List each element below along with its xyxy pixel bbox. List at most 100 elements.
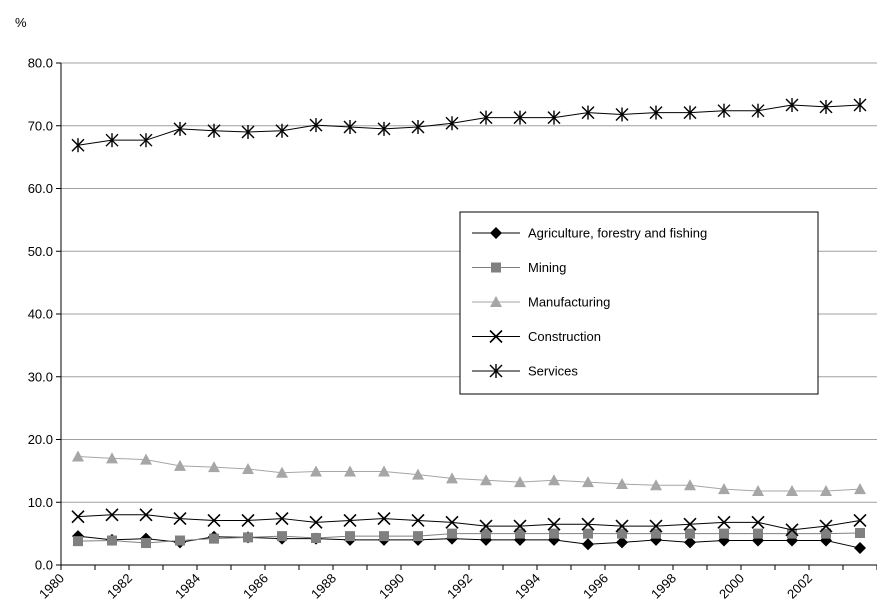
data-point — [275, 511, 289, 526]
data-point — [819, 99, 833, 114]
data-point — [853, 513, 867, 528]
x-tick-label: 2000 — [716, 571, 747, 602]
series-construction — [71, 508, 867, 537]
data-point — [343, 513, 357, 528]
x-tick-label: 1980 — [36, 571, 67, 602]
data-point — [309, 118, 323, 133]
data-point — [787, 528, 797, 539]
data-point — [650, 479, 662, 491]
data-point — [719, 528, 729, 539]
data-point — [717, 515, 731, 529]
legend-item: Construction — [472, 329, 601, 344]
data-point — [649, 105, 663, 120]
x-tick-label: 1982 — [104, 571, 135, 602]
data-point — [207, 123, 221, 138]
y-tick-label: 10.0 — [28, 495, 53, 510]
x-tick-label: 1992 — [444, 571, 475, 602]
data-point — [854, 542, 866, 555]
x-tick-label: 1998 — [648, 571, 679, 602]
data-point — [481, 528, 491, 539]
data-point — [207, 513, 221, 528]
data-point — [343, 120, 357, 135]
data-point — [581, 105, 595, 120]
data-point — [72, 450, 84, 462]
data-point — [649, 519, 663, 533]
data-point — [785, 98, 799, 113]
data-point — [717, 103, 731, 118]
x-tick-label: 1994 — [512, 571, 543, 602]
data-point — [311, 533, 321, 544]
data-point — [345, 531, 355, 542]
data-point — [785, 523, 799, 537]
data-point — [107, 535, 117, 546]
data-point — [105, 508, 119, 522]
data-point — [377, 511, 391, 526]
legend-marker — [491, 262, 501, 273]
legend-label: Agriculture, forestry and fishing — [528, 226, 707, 241]
data-point — [173, 121, 187, 136]
data-point — [140, 453, 152, 465]
data-point — [175, 535, 185, 546]
data-point — [479, 110, 493, 125]
x-tick-label: 1984 — [172, 571, 203, 602]
data-point — [412, 468, 424, 480]
x-tick-label: 1988 — [308, 571, 339, 602]
data-point — [242, 462, 254, 474]
data-point — [447, 528, 457, 539]
data-point — [683, 105, 697, 120]
data-point — [547, 517, 561, 531]
data-point — [379, 531, 389, 542]
legend-item: Manufacturing — [472, 295, 610, 310]
data-point — [73, 536, 83, 547]
data-point — [141, 538, 151, 549]
data-point — [581, 517, 595, 531]
data-point — [854, 483, 866, 495]
data-point — [276, 466, 288, 478]
x-tick-label: 1986 — [240, 571, 271, 602]
legend: Agriculture, forestry and fishing Mining M… — [459, 211, 819, 395]
data-point — [275, 123, 289, 138]
data-point — [310, 465, 322, 477]
y-tick-label: 30.0 — [28, 369, 53, 384]
data-point — [583, 528, 593, 539]
data-point — [208, 461, 220, 473]
series-mining — [73, 527, 865, 549]
series-manufacturing — [72, 450, 866, 496]
data-point — [821, 528, 831, 539]
legend-marker — [489, 364, 503, 378]
legend-item: Services — [472, 364, 578, 379]
data-point — [243, 532, 253, 543]
y-tick-label: 20.0 — [28, 432, 53, 447]
data-point — [684, 479, 696, 491]
data-point — [139, 133, 153, 148]
data-point — [683, 517, 697, 531]
legend-marker — [489, 329, 503, 344]
data-point — [615, 519, 629, 533]
series-line — [77, 532, 861, 544]
data-point — [547, 110, 561, 125]
data-point — [445, 515, 459, 529]
y-tick-label: 50.0 — [28, 244, 53, 259]
data-point — [480, 474, 492, 486]
data-point — [651, 528, 661, 539]
data-point — [174, 459, 186, 471]
series-services — [71, 98, 867, 153]
data-point — [819, 519, 833, 533]
data-point — [277, 531, 287, 542]
data-point — [413, 531, 423, 542]
data-point — [615, 107, 629, 122]
x-tick-label: 1990 — [376, 571, 407, 602]
data-point — [209, 533, 219, 544]
data-point — [241, 125, 255, 140]
x-tick-label: 2002 — [784, 571, 815, 602]
legend-item: Mining — [472, 260, 566, 275]
series-line — [77, 104, 861, 146]
data-point — [616, 536, 628, 549]
data-point — [718, 483, 730, 495]
data-point — [139, 508, 153, 522]
series-line — [77, 535, 861, 549]
legend-item: Agriculture, forestry and fishing — [472, 226, 707, 241]
data-point — [616, 478, 628, 490]
x-tick-labels: 1980 1982 1984 1986 1988 1990 1992 1994 1996 1998… — [36, 571, 815, 602]
